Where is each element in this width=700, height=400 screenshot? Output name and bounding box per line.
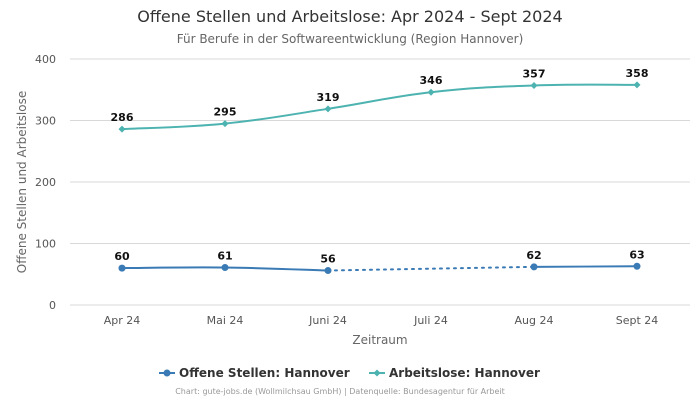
y-tick-labels: 0 100 200 300 400 xyxy=(35,53,56,312)
legend-item-2: Arbeitslose: Hannover xyxy=(369,366,540,380)
data-label: 60 xyxy=(114,250,130,263)
y-tick-label: 200 xyxy=(35,176,56,189)
data-label: 358 xyxy=(626,67,649,80)
data-point xyxy=(324,105,332,113)
data-label: 63 xyxy=(629,248,644,261)
data-point xyxy=(427,88,435,96)
data-label: 61 xyxy=(217,249,232,262)
series-1: 60 61 56 62 63 xyxy=(114,248,645,275)
data-point xyxy=(324,267,332,275)
y-tick-label: 400 xyxy=(35,53,56,66)
chart-subtitle: Für Berufe in der Softwareentwicklung (R… xyxy=(177,32,524,46)
legend-marker xyxy=(163,369,171,377)
data-label: 295 xyxy=(214,106,237,119)
data-label: 357 xyxy=(523,67,546,80)
legend-label: Arbeitslose: Hannover xyxy=(389,366,540,380)
x-tick-label: Juli 24 xyxy=(413,314,448,327)
data-point xyxy=(633,262,641,270)
series-line xyxy=(121,83,638,131)
x-tick-label: Mai 24 xyxy=(207,314,244,327)
data-point xyxy=(221,263,229,271)
series-2: 286 295 319 346 357 358 xyxy=(111,67,649,133)
data-point xyxy=(118,264,126,272)
data-label: 56 xyxy=(320,253,336,266)
data-label: 62 xyxy=(526,249,541,262)
data-label: 319 xyxy=(317,91,340,104)
data-point xyxy=(633,81,641,89)
series-gap-line xyxy=(327,265,535,272)
data-point xyxy=(118,125,126,133)
data-label: 286 xyxy=(111,111,134,124)
legend-item-1: Offene Stellen: Hannover xyxy=(159,366,350,380)
x-tick-label: Apr 24 xyxy=(104,314,141,327)
data-point xyxy=(530,263,538,271)
series-line xyxy=(533,265,638,268)
chart-title: Offene Stellen und Arbeitslose: Apr 2024… xyxy=(137,7,562,26)
grid-lines xyxy=(70,58,690,306)
data-point xyxy=(530,81,538,89)
y-tick-label: 100 xyxy=(35,238,56,251)
y-tick-label: 0 xyxy=(49,299,56,312)
x-tick-label: Juni 24 xyxy=(308,314,347,327)
legend-label: Offene Stellen: Hannover xyxy=(179,366,350,380)
x-axis-label: Zeitraum xyxy=(352,333,407,347)
y-tick-label: 300 xyxy=(35,115,56,128)
legend-marker xyxy=(373,369,381,377)
x-tick-labels: Apr 24 Mai 24 Juni 24 Juli 24 Aug 24 Sept 24 xyxy=(104,314,659,327)
legend: Offene Stellen: Hannover Arbeitslose: Han… xyxy=(159,366,540,380)
x-tick-label: Sept 24 xyxy=(616,314,659,327)
chart-credit: Chart: gute-jobs.de (Wollmilchsau GmbH) … xyxy=(175,387,505,396)
data-label: 346 xyxy=(420,74,443,87)
series-lines: 60 61 56 62 63 286 295 319 346 357 358 xyxy=(111,67,649,275)
x-tick-label: Aug 24 xyxy=(515,314,554,327)
data-point xyxy=(221,120,229,128)
y-axis-label: Offene Stellen und Arbeitslose xyxy=(15,91,29,273)
